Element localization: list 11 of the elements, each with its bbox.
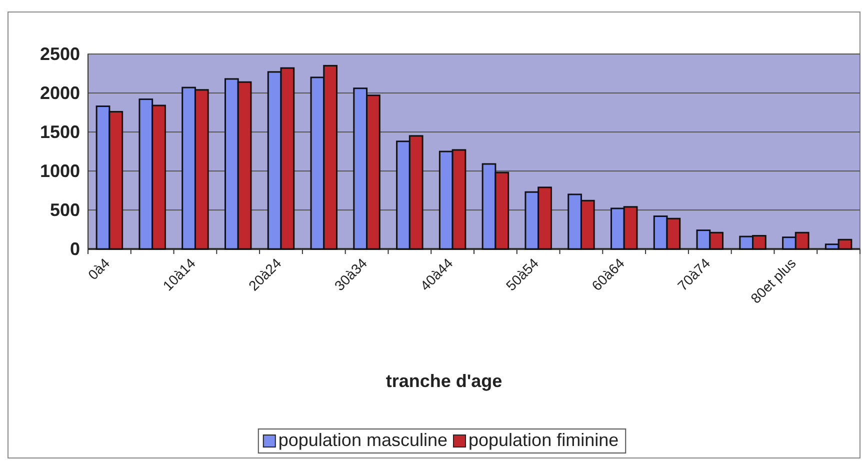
y-tick-label: 2500 — [40, 44, 80, 64]
y-tick-label: 0 — [70, 238, 80, 259]
legend-label: population fiminine — [468, 430, 619, 450]
x-tick-label: 0à4 — [84, 254, 113, 283]
y-tick-label: 1000 — [40, 160, 80, 181]
x-tick-label: 80et plus — [747, 254, 799, 306]
y-tick-label: 2000 — [40, 82, 80, 103]
legend-label: population masculine — [278, 430, 448, 450]
x-axis-title: tranche d'age — [386, 371, 502, 391]
y-tick-label: 500 — [50, 200, 80, 220]
y-tick-label: 1500 — [40, 122, 80, 142]
